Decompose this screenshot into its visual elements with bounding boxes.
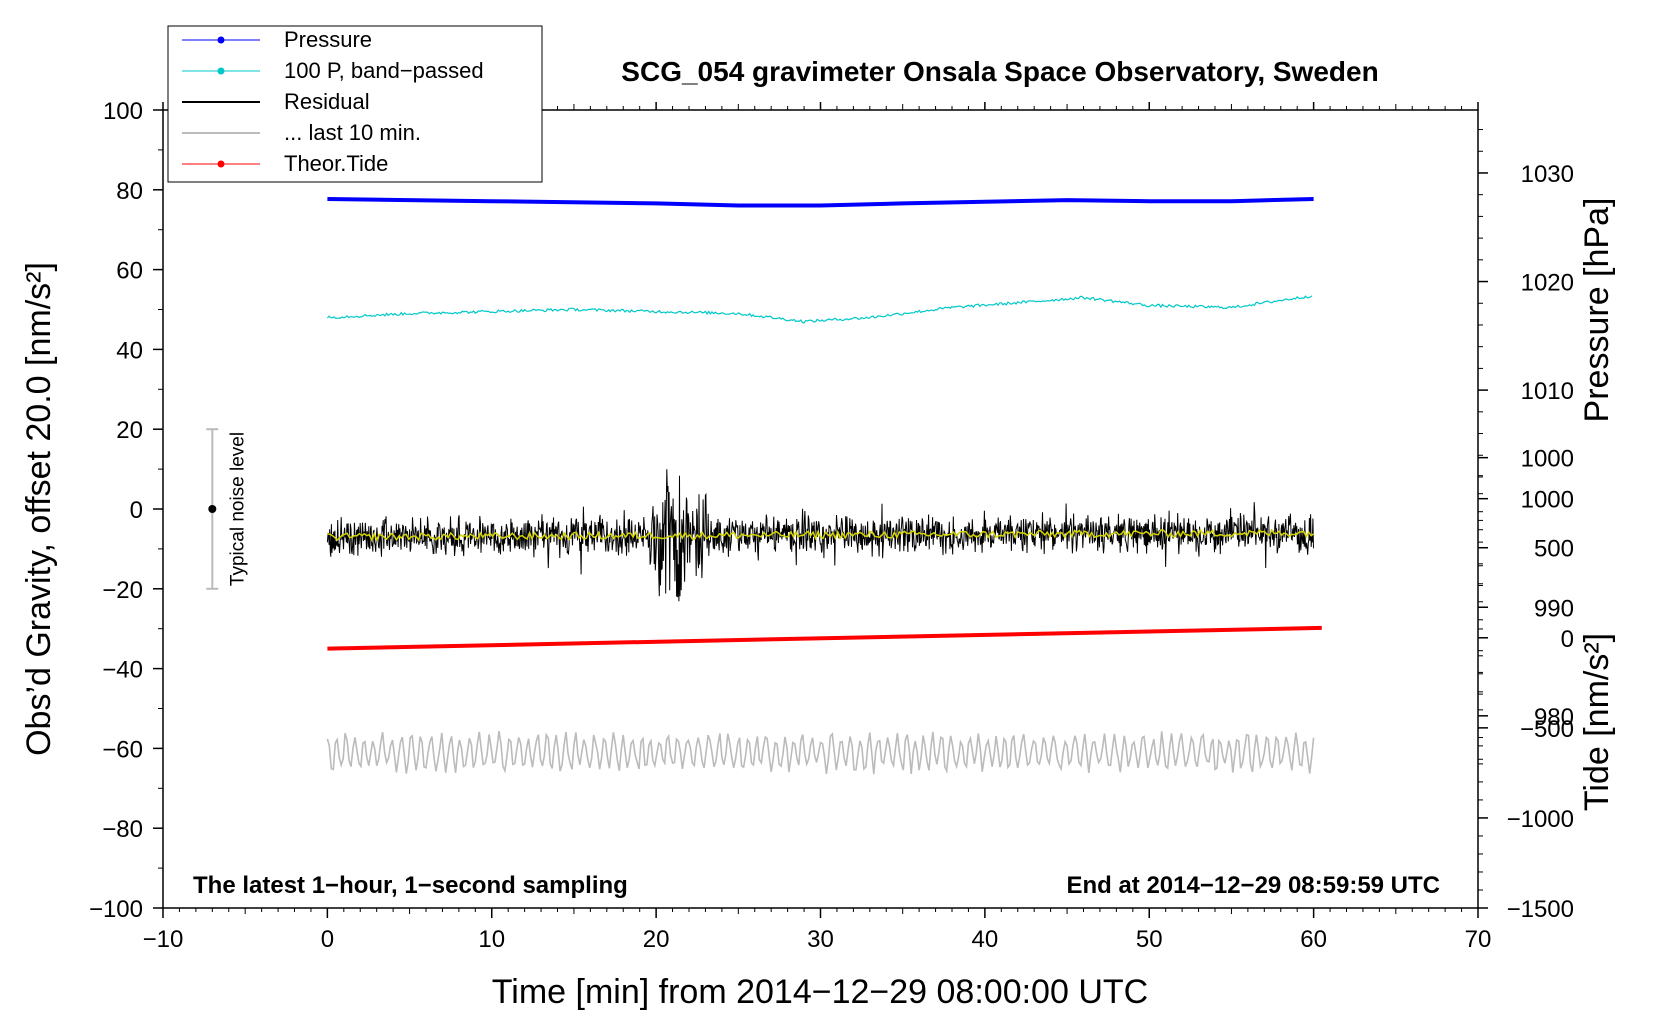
pressure-tick-label: 1000 [1521, 487, 1574, 514]
noise-level-indicator: Typical noise level [206, 428, 248, 590]
pressure-tick-label: 1030 [1521, 161, 1574, 188]
x-axis-label: Time [min] from 2014−12−29 08:00:00 UTC [492, 973, 1148, 1011]
legend-label: Pressure [284, 27, 372, 52]
pressure-tick-label: 980 [1534, 704, 1574, 731]
y-axis-label-left: Obs’d Gravity, offset 20.0 [nm/s²] [20, 262, 58, 756]
y-tick-label: −80 [102, 816, 143, 843]
x-tick-label: 30 [807, 926, 834, 953]
legend-label: ... last 10 min. [284, 120, 421, 145]
legend-label: 100 P, band−passed [284, 58, 484, 83]
y-tick-label: −100 [89, 896, 143, 923]
series-residual-smoothed [327, 528, 1315, 543]
x-tick-label: −10 [143, 926, 184, 953]
legend-marker [217, 36, 225, 44]
noise-bar-center-dot [208, 505, 217, 513]
x-tick-label: 60 [1300, 926, 1327, 953]
chart-title: SCG_054 gravimeter Onsala Space Observat… [621, 56, 1378, 87]
y-tick-label: 60 [116, 258, 143, 285]
series-layer [326, 197, 1322, 775]
pressure-tick-label: 990 [1534, 595, 1574, 622]
x-tick-label: 20 [643, 926, 670, 953]
legend-label: Residual [284, 89, 370, 114]
pressure-tick-label: 1020 [1521, 270, 1574, 297]
x-tick-label: 40 [972, 926, 999, 953]
y-tick-label: −40 [102, 657, 143, 684]
pressure-tick-label: 1010 [1521, 378, 1574, 405]
end-time-note: End at 2014−12−29 08:59:59 UTC [1066, 872, 1440, 899]
x-tick-label: 50 [1136, 926, 1163, 953]
x-tick-label: 70 [1465, 926, 1492, 953]
axis-ticks: −10 0 10 20 30 40 50 60 70−100−80−60−40−20020406… [89, 98, 1574, 953]
y-tick-label: 20 [116, 417, 143, 444]
legend-label: Theor.Tide [284, 151, 388, 176]
series-theor-tide [327, 625, 1322, 651]
tide-tick-label: 500 [1534, 536, 1574, 563]
plot-area [162, 109, 1479, 909]
sampling-note: The latest 1−hour, 1−second sampling [193, 872, 628, 899]
y-tick-label: −60 [102, 736, 143, 763]
series-residual [326, 469, 1314, 602]
tide-tick-label: 0 [1561, 626, 1574, 653]
y-tick-label: 0 [130, 497, 143, 524]
series-band-passed-pressure [326, 295, 1313, 324]
series-last-10-min [326, 730, 1315, 775]
y-tick-label: −20 [102, 577, 143, 604]
y-axis-label-pressure: Pressure [hPa] [1578, 198, 1616, 423]
y-axis-label-tide: Tide [nm/s²] [1578, 633, 1616, 811]
plot-frame [162, 109, 1479, 909]
x-tick-label: 10 [478, 926, 505, 953]
series-pressure [327, 197, 1314, 208]
tide-tick-label: −500 [1520, 716, 1574, 743]
y-tick-label: 80 [116, 178, 143, 205]
y-tick-label: 40 [116, 337, 143, 364]
legend-box [167, 25, 543, 183]
y-tick-label: 100 [103, 98, 143, 125]
x-tick-label: 0 [321, 926, 334, 953]
tide-tick-label: −1500 [1507, 896, 1574, 923]
tide-tick-label: −1000 [1507, 806, 1574, 833]
legend-marker [217, 160, 225, 168]
noise-level-label: Typical noise level [227, 432, 248, 586]
legend: Pressure 100 P, band−passed Residual ... la… [167, 25, 543, 183]
legend-marker [217, 67, 225, 75]
tide-tick-label: 1000 [1521, 446, 1574, 473]
